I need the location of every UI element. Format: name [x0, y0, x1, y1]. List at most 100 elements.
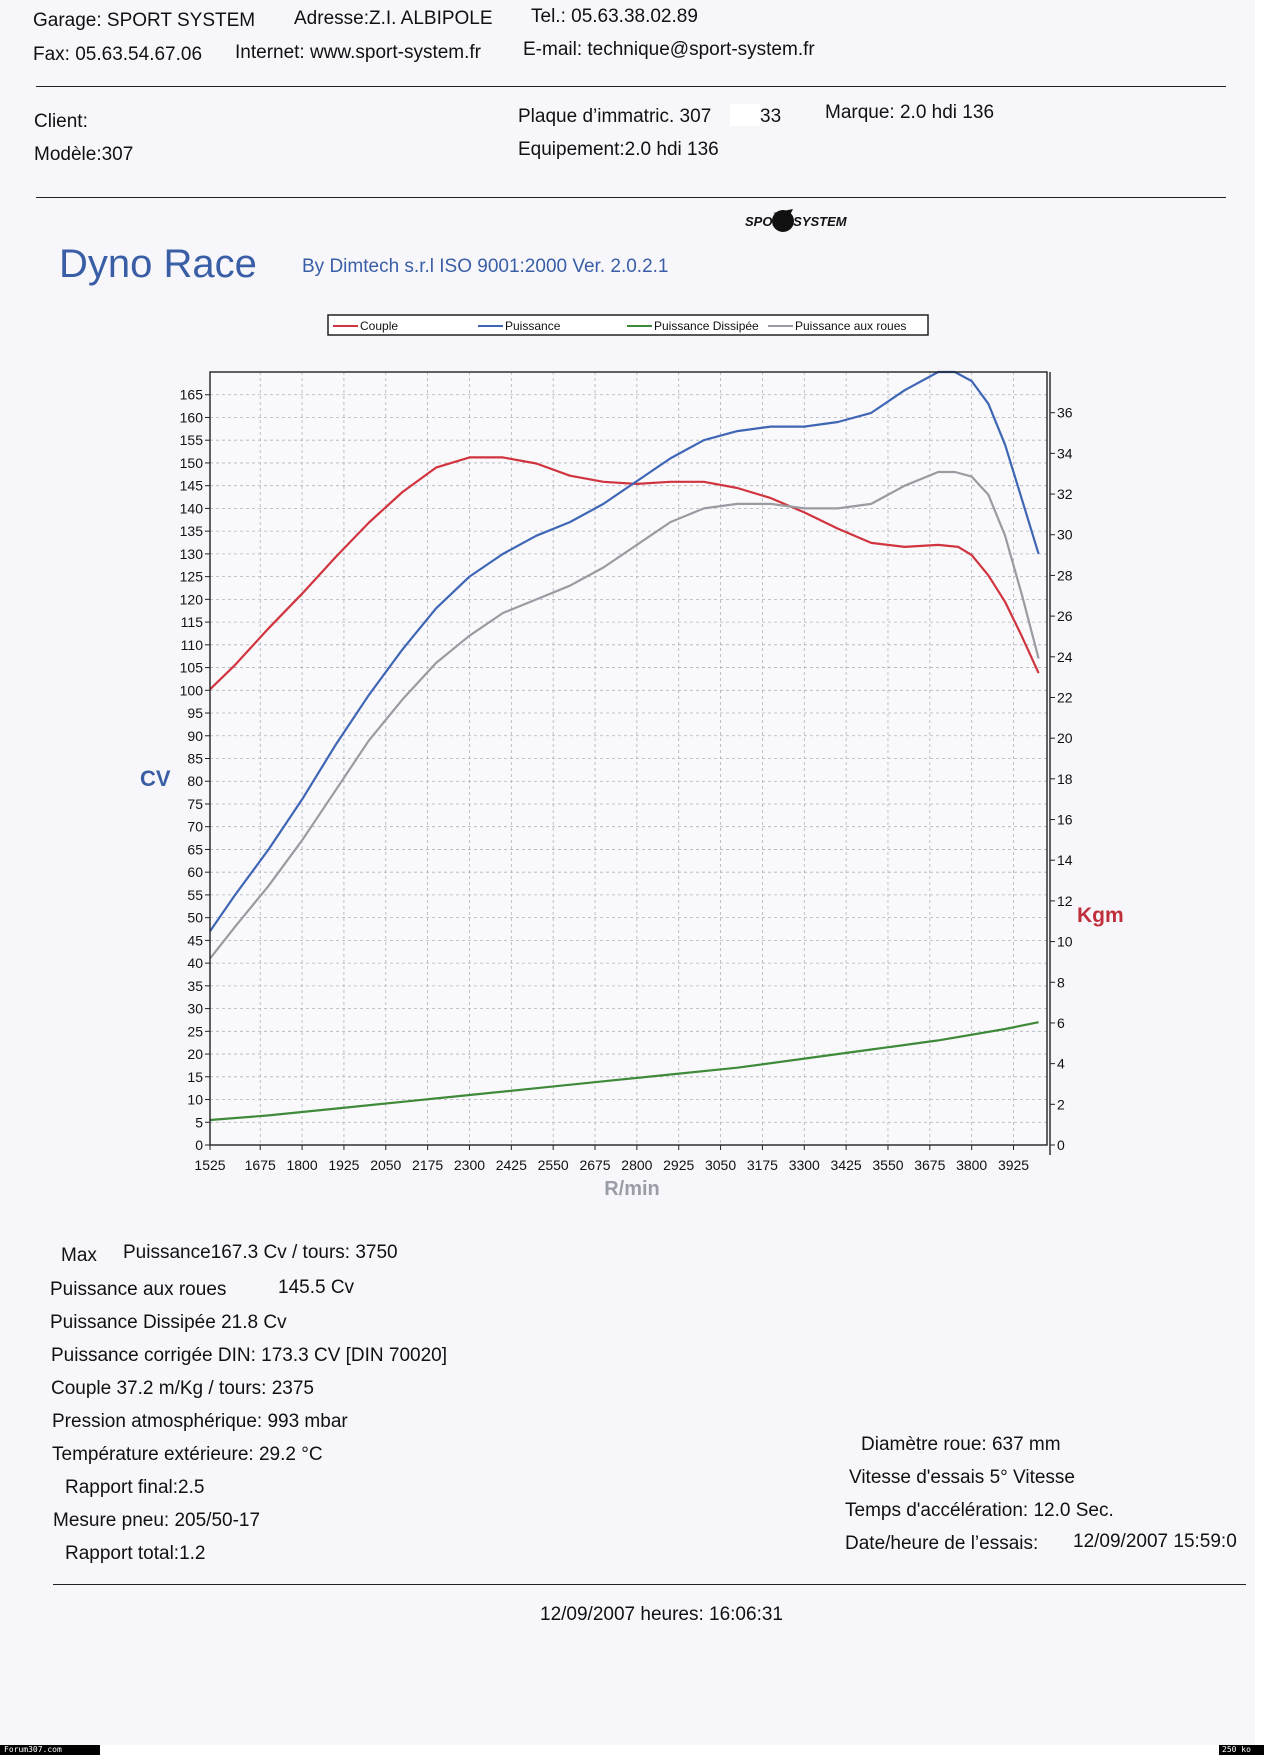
- y2-tick-label: 12: [1057, 893, 1073, 909]
- y-tick-label: 30: [187, 1001, 203, 1017]
- y-tick-label: 0: [195, 1137, 203, 1153]
- y2-tick-label: 18: [1057, 771, 1073, 787]
- final-ratio: Rapport final:2.5: [65, 1477, 205, 1498]
- x-tick-label: 2300: [454, 1157, 485, 1173]
- y2-tick-label: 28: [1057, 567, 1073, 583]
- pressure: Pression atmosphérique: 993 mbar: [52, 1411, 348, 1432]
- garage-fax: Fax: 05.63.54.67.06: [33, 44, 203, 65]
- model-label: Modèle:307: [34, 144, 134, 165]
- series-line-1: [209, 456, 1040, 691]
- y2-tick-label: 26: [1057, 608, 1073, 624]
- x-tick-label: 3425: [831, 1157, 862, 1173]
- y-tick-label: 110: [181, 637, 204, 653]
- x-axis-label: R/min: [604, 1178, 660, 1200]
- dissipated-power: Puissance Dissipée 21.8 Cv: [50, 1312, 287, 1333]
- garage-website: Internet: www.sport-system.fr: [235, 42, 482, 63]
- x-tick-label: 2175: [412, 1157, 443, 1173]
- y-tick-label: 145: [180, 478, 204, 494]
- x-tick-label: 3675: [914, 1157, 945, 1173]
- tire-size: Mesure pneu: 205/50-17: [53, 1510, 261, 1531]
- y-tick-label: 70: [187, 819, 203, 835]
- series-line-4: [209, 470, 1040, 960]
- y-tick-label: 65: [187, 841, 203, 857]
- x-tick-label: 3300: [789, 1157, 820, 1173]
- x-tick-label: 2675: [579, 1157, 610, 1173]
- temperature: Température extérieure: 29.2 °C: [52, 1444, 323, 1465]
- y-tick-label: 155: [180, 432, 204, 448]
- y-tick-label: 125: [180, 569, 204, 585]
- footer-divider: [53, 1584, 1246, 1585]
- y-tick-label: 120: [180, 591, 204, 607]
- din-power: Puissance corrigée DIN: 173.3 CV [DIN 70…: [51, 1345, 448, 1366]
- logo-text: SPORT SYSTEM: [745, 214, 848, 229]
- acceleration-time: Temps d'accélération: 12.0 Sec.: [845, 1500, 1114, 1521]
- y-tick-label: 75: [187, 796, 203, 812]
- y2-tick-label: 34: [1057, 445, 1073, 461]
- wheel-power-value: 145.5 Cv: [278, 1277, 355, 1298]
- client-divider: [36, 197, 1226, 198]
- y-tick-label: 25: [187, 1023, 203, 1039]
- y2-tick-label: 16: [1057, 812, 1073, 828]
- y2-tick-label: 10: [1057, 934, 1073, 950]
- garage-name: Garage: SPORT SYSTEM: [33, 10, 256, 31]
- y-tick-label: 95: [187, 705, 203, 721]
- client-label: Client:: [34, 111, 88, 132]
- y-tick-label: 80: [187, 773, 203, 789]
- plate-label: Plaque d’immatric. 307: [518, 106, 712, 127]
- brand-label: Marque: 2.0 hdi 136: [825, 102, 995, 123]
- max-power: Puissance167.3 Cv / tours: 3750: [123, 1242, 398, 1263]
- y-tick-label: 165: [180, 387, 204, 403]
- sport-system-logo: SPORT SYSTEM: [745, 205, 865, 240]
- x-tick-label: 2550: [538, 1157, 569, 1173]
- y-tick-label: 130: [180, 546, 204, 562]
- x-axis-ticks: 1525 1675 1800 1925 2050 2175 2300 2425 2550 2675…: [194, 1145, 1029, 1173]
- y-tick-label: 5: [195, 1114, 203, 1130]
- x-tick-label: 1925: [328, 1157, 359, 1173]
- y-axis-ticks: 0 5 10 15 20 25 30 35 40 45 50 55 60 65 70 75 80 85 90 95 10…: [180, 387, 210, 1153]
- x-tick-label: 2050: [370, 1157, 401, 1173]
- y2-tick-label: 30: [1057, 527, 1073, 543]
- y-tick-label: 35: [187, 978, 203, 994]
- y2-tick-label: 22: [1057, 689, 1073, 705]
- torque: Couple 37.2 m/Kg / tours: 2375: [51, 1378, 314, 1399]
- x-tick-label: 3550: [872, 1157, 903, 1173]
- max-label: Max: [61, 1245, 97, 1266]
- garage-phone: Tel.: 05.63.38.02.89: [531, 6, 698, 27]
- chart-grid: [210, 372, 1047, 1145]
- y2-axis-label: Kgm: [1077, 904, 1124, 927]
- legend-label-3: Puissance Dissipée: [654, 319, 759, 333]
- y-tick-label: 150: [180, 455, 204, 471]
- x-tick-label: 3925: [998, 1157, 1029, 1173]
- x-tick-label: 3050: [705, 1157, 736, 1173]
- chart-series: [209, 370, 1040, 1122]
- plate-suffix: 33: [760, 106, 782, 127]
- garage-address: Adresse:Z.I. ALBIPOLE: [294, 8, 493, 29]
- x-tick-label: 3800: [956, 1157, 987, 1173]
- y-tick-label: 140: [180, 500, 204, 516]
- test-date-value: 12/09/2007 15:59:0: [1073, 1531, 1237, 1552]
- y-tick-label: 50: [187, 910, 203, 926]
- plate-redaction: [730, 104, 760, 126]
- garage-email: E-mail: technique@sport-system.fr: [523, 39, 815, 60]
- y-tick-label: 105: [180, 660, 204, 676]
- total-ratio: Rapport total:1.2: [65, 1543, 206, 1564]
- y-tick-label: 15: [187, 1069, 203, 1085]
- y-tick-label: 135: [180, 523, 204, 539]
- y2-tick-label: 24: [1057, 649, 1073, 665]
- y-tick-label: 60: [187, 864, 203, 880]
- legend-label-2: Puissance: [505, 319, 561, 333]
- legend-label-1: Couple: [360, 319, 398, 333]
- x-tick-label: 2800: [621, 1157, 652, 1173]
- series-line-2: [209, 370, 1040, 932]
- x-tick-label: 3175: [747, 1157, 778, 1173]
- y-axis-label: CV: [140, 766, 171, 791]
- app-title: Dyno Race: [59, 242, 257, 286]
- watermark-site: Forum307.com: [4, 1745, 62, 1754]
- y2-tick-label: 8: [1057, 974, 1065, 990]
- y-tick-label: 55: [187, 887, 203, 903]
- watermark-bar-right: [1219, 1745, 1264, 1755]
- chart-legend: Couple Puissance Puissance Dissipée Puissan…: [327, 314, 929, 336]
- watermark-size: 250 ko: [1222, 1745, 1251, 1754]
